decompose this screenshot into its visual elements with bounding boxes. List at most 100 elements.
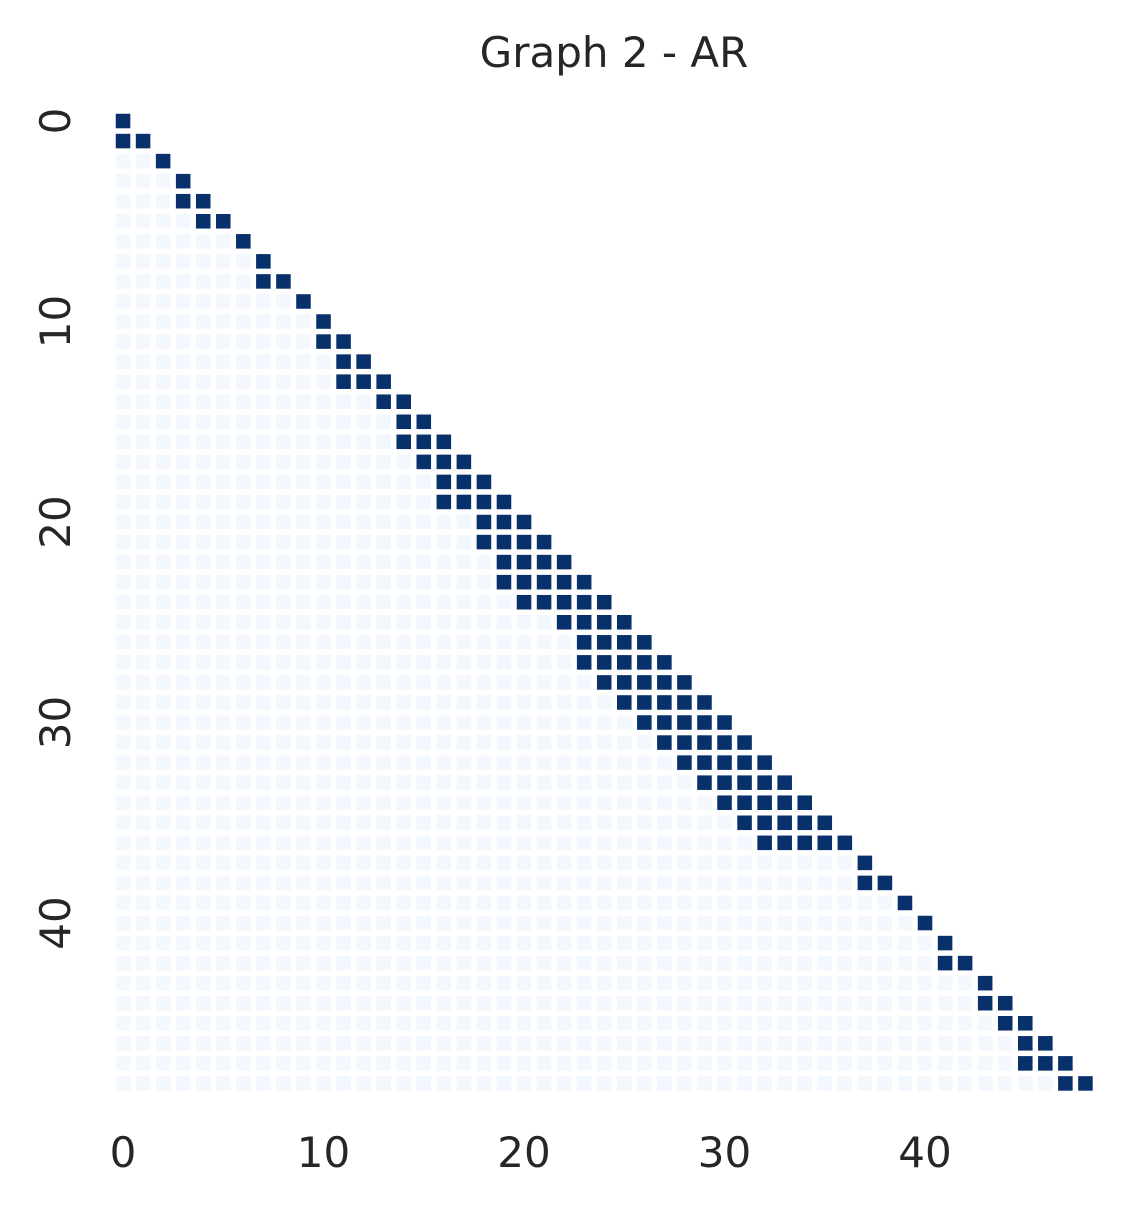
heatmap-cell-off <box>617 795 632 810</box>
heatmap-cell-off <box>216 1076 231 1091</box>
heatmap-cell-off <box>476 895 492 911</box>
heatmap-cell-off <box>356 855 371 871</box>
heatmap-cell-off <box>496 915 512 931</box>
heatmap-cell-off <box>837 1036 853 1051</box>
heatmap-cell-off <box>316 514 331 530</box>
heatmap-cell-off <box>436 554 452 570</box>
heatmap-cell-off <box>436 514 452 530</box>
heatmap-cell-off <box>697 975 712 991</box>
heatmap-cell-on <box>115 133 131 149</box>
heatmap-cell-off <box>556 975 572 991</box>
heatmap-cell-off <box>115 735 131 750</box>
heatmap-cell-off <box>456 635 472 650</box>
heatmap-cell-off <box>436 1016 452 1031</box>
heatmap-cell-off <box>416 815 432 831</box>
heatmap-cell-off <box>115 354 131 369</box>
heatmap-cell-off <box>236 875 251 891</box>
heatmap-cell-on <box>757 835 772 851</box>
heatmap-cell-off <box>396 795 411 810</box>
heatmap-cell-on <box>476 494 492 510</box>
heatmap-cell-off <box>155 615 171 630</box>
heatmap-cell-on <box>476 474 492 490</box>
heatmap-cell-on <box>737 775 752 790</box>
heatmap-cell-on <box>637 635 652 650</box>
heatmap-cell-off <box>256 995 271 1011</box>
heatmap-cell-off <box>617 995 632 1011</box>
heatmap-cell-off <box>556 695 572 710</box>
heatmap-cell-off <box>717 875 732 891</box>
heatmap-cell-off <box>396 735 411 750</box>
heatmap-cell-off <box>436 955 452 971</box>
heatmap-cell-off <box>837 915 853 931</box>
heatmap-cell-off <box>556 855 572 871</box>
heatmap-cell-off <box>897 1036 913 1051</box>
heatmap-cell-off <box>556 1076 572 1091</box>
heatmap-cell-off <box>737 855 752 871</box>
heatmap-cell-off <box>256 1076 271 1091</box>
heatmap-cell-off <box>216 594 231 610</box>
heatmap-cell-off <box>135 173 151 189</box>
heatmap-cell-off <box>677 975 692 991</box>
heatmap-cell-off <box>516 675 532 690</box>
heatmap-cell-on <box>496 514 512 530</box>
heatmap-cell-off <box>135 193 151 209</box>
heatmap-cell-off <box>195 254 211 269</box>
heatmap-cell-off <box>637 835 652 851</box>
heatmap-cell-off <box>677 1036 692 1051</box>
heatmap-cell-off <box>336 855 351 871</box>
heatmap-cell-off <box>436 775 452 790</box>
heatmap-cell-off <box>276 655 291 670</box>
y-tick-label: 40 <box>31 896 80 949</box>
heatmap-cell-off <box>757 1056 772 1071</box>
heatmap-cell-off <box>657 1076 672 1091</box>
heatmap-cell-off <box>336 775 351 790</box>
heatmap-cell-off <box>516 615 532 630</box>
heatmap-cell-off <box>416 795 432 810</box>
heatmap-cell-off <box>697 875 712 891</box>
heatmap-cell-off <box>135 775 151 790</box>
heatmap-cell-off <box>657 895 672 911</box>
heatmap-cell-on <box>697 715 712 730</box>
heatmap-cell-off <box>356 815 371 831</box>
heatmap-cell-off <box>115 294 131 309</box>
heatmap-cell-off <box>496 715 512 730</box>
heatmap-cell-on <box>717 775 732 790</box>
heatmap-cell-off <box>175 254 191 269</box>
heatmap-cell-off <box>155 334 171 349</box>
heatmap-cell-off <box>797 895 812 911</box>
heatmap-cell-off <box>296 414 311 430</box>
heatmap-cell-off <box>757 915 772 931</box>
heatmap-cell-off <box>175 334 191 349</box>
heatmap-cell-on <box>777 795 792 810</box>
heatmap-cell-off <box>416 1016 432 1031</box>
heatmap-cell-off <box>416 695 432 710</box>
heatmap-cell-on <box>677 755 692 770</box>
heatmap-cell-off <box>877 1036 893 1051</box>
heatmap-cell-off <box>456 675 472 690</box>
heatmap-cell-off <box>296 314 311 329</box>
heatmap-cell-off <box>135 635 151 650</box>
heatmap-cell-off <box>777 975 792 991</box>
heatmap-cell-off <box>256 855 271 871</box>
heatmap-cell-off <box>195 655 211 670</box>
heatmap-cell-off <box>276 394 291 409</box>
heatmap-cell-off <box>396 594 411 610</box>
heatmap-cell-off <box>757 1036 772 1051</box>
heatmap-cell-off <box>135 655 151 670</box>
heatmap-cell-off <box>195 474 211 490</box>
heatmap-cell-off <box>135 314 151 329</box>
heatmap-cell-off <box>276 354 291 369</box>
heatmap-cell-off <box>897 1056 913 1071</box>
heatmap-cell-off <box>175 214 191 229</box>
heatmap-cell-off <box>396 935 411 951</box>
heatmap-cell-on <box>356 354 371 369</box>
heatmap-cell-off <box>516 815 532 831</box>
heatmap-cell-off <box>276 1016 291 1031</box>
heatmap-cell-off <box>596 995 612 1011</box>
heatmap-cell-off <box>617 815 632 831</box>
heatmap-cell-off <box>155 374 171 389</box>
heatmap-cell-off <box>115 414 131 430</box>
heatmap-cell-off <box>857 935 873 951</box>
heatmap-cell-on <box>416 454 432 470</box>
heatmap-cell-off <box>576 675 592 690</box>
